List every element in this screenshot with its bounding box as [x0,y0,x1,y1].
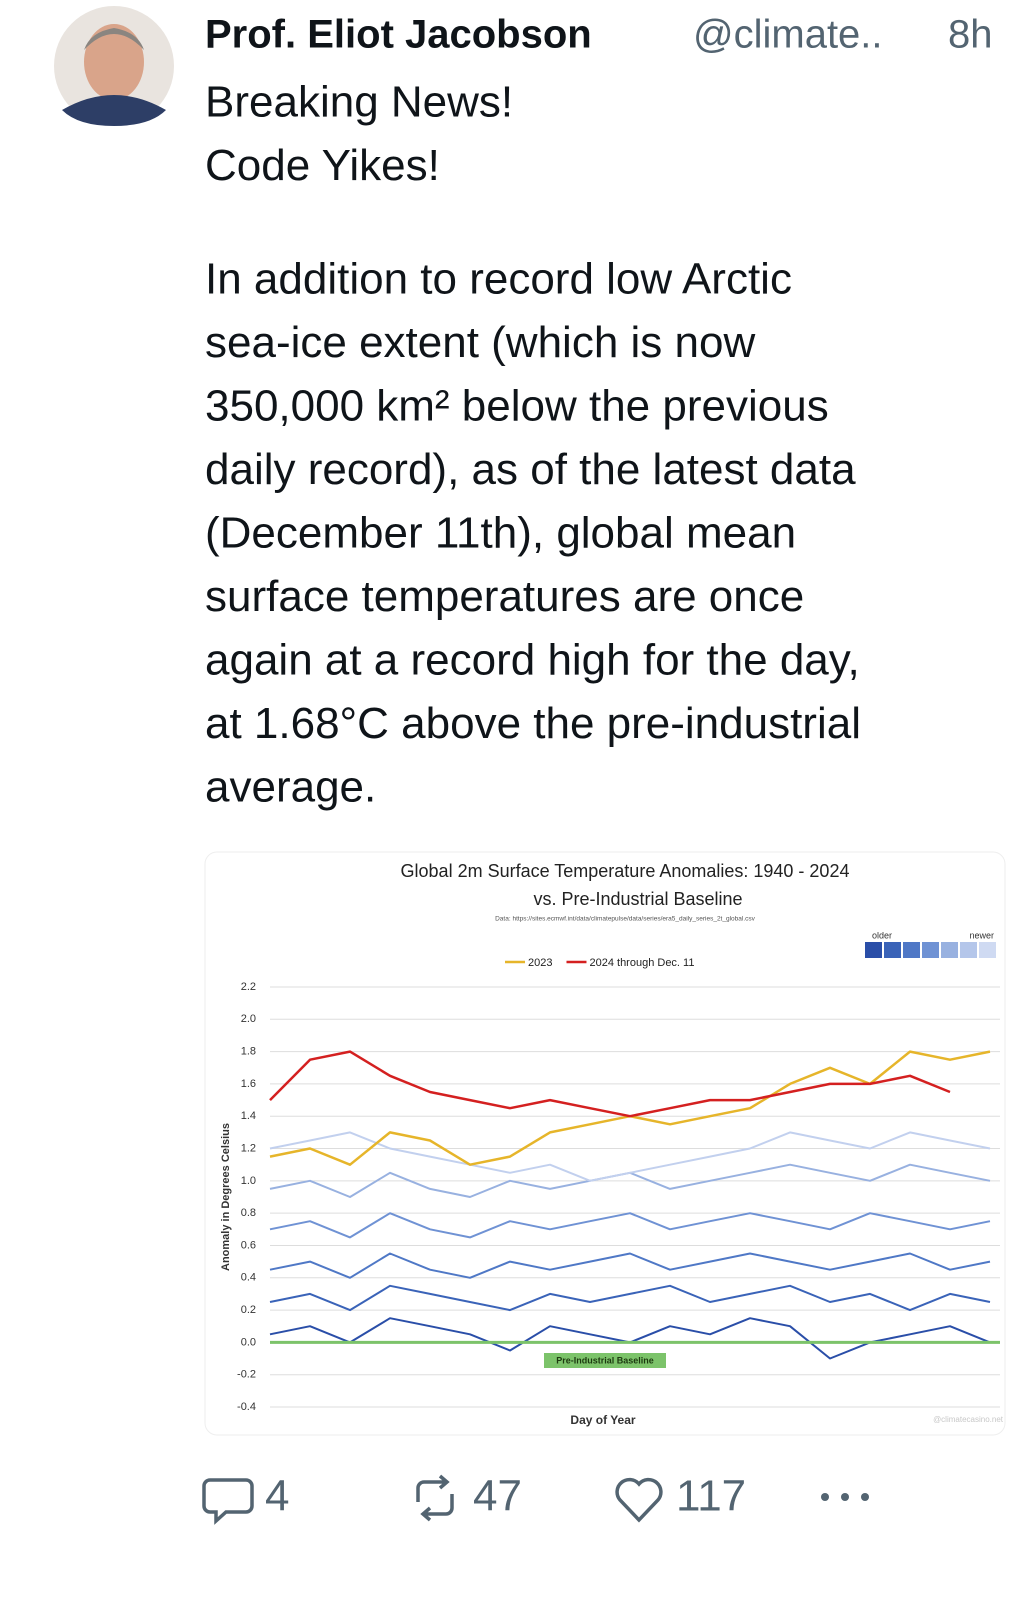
body-line: average. [205,763,376,812]
y-tick-label: -0.4 [237,1401,256,1413]
body-line: Breaking News! [205,78,513,127]
avatar[interactable] [54,6,174,126]
more-button[interactable] [821,1493,869,1501]
body-line: daily record), as of the latest data [205,445,856,494]
chart-source: Data: https://sites.ecmwf.int/data/clima… [495,916,756,923]
legend-label: 2024 through Dec. 11 [589,957,694,969]
body-line: Code Yikes! [205,141,440,190]
baseline-label-bg [544,1353,666,1368]
body-line: sea-ice extent (which is now [205,318,755,367]
y-tick-label: 1.0 [241,1175,256,1187]
body-line: at 1.68°C above the pre-industrial [205,699,861,748]
history-line [269,1284,991,1312]
scale-swatch [884,942,901,958]
scale-swatch [979,942,996,958]
reply-count: 4 [265,1472,289,1521]
scale-swatch [941,942,958,958]
x-axis-label: Day of Year [570,1413,635,1427]
author-name[interactable]: Prof. Eliot Jacobson [205,13,592,57]
y-tick-label: 2.0 [241,1013,256,1025]
body-line: 350,000 km² below the previous [205,382,829,431]
chart: Global 2m Surface Temperature Anomalies:… [220,861,1004,1427]
history-line [269,1252,991,1279]
y-tick-label: 0.4 [241,1272,256,1284]
handle[interactable]: @climate.. [693,13,883,57]
chart-title: Global 2m Surface Temperature Anomalies:… [401,861,850,881]
post-body: Breaking News! Code Yikes! In addition to … [205,78,861,812]
y-tick-label: 1.6 [241,1078,256,1090]
history-line [269,1131,991,1182]
y-tick-label: 2.2 [241,981,256,993]
series-line [269,1050,951,1118]
scale-swatch [865,942,882,958]
chart-subtitle: vs. Pre-Industrial Baseline [533,889,742,909]
y-tick-label: 0.2 [241,1304,256,1316]
y-tick-label: 1.2 [241,1142,256,1154]
scale-swatch [903,942,920,958]
scale-swatch [960,942,977,958]
history-line [269,1212,991,1239]
watermark: @climatecasino.net [933,1415,1004,1424]
baseline-label: Pre-Industrial Baseline [556,1355,654,1365]
legend-label: 2023 [528,957,552,969]
reply-button[interactable]: 4 [202,1472,289,1525]
y-tick-label: 0.6 [241,1239,256,1251]
y-axis-label: Anomaly in Degrees Celsius [220,1123,232,1271]
repost-button[interactable]: 47 [416,1472,522,1522]
y-tick-label: 0.8 [241,1207,256,1219]
scale-label: older [872,930,892,940]
scale-swatch [922,942,939,958]
y-tick-label: 1.8 [241,1046,256,1058]
y-tick-label: -0.2 [237,1369,256,1381]
like-count: 117 [676,1472,746,1521]
body-line: In addition to record low Arctic [205,255,792,304]
y-tick-label: 1.4 [241,1110,256,1122]
like-button[interactable]: 117 [615,1472,746,1523]
timestamp[interactable]: 8h [948,13,993,57]
body-line: again at a record high for the day, [205,636,860,685]
body-line: (December 11th), global mean [205,509,796,558]
scale-label: newer [969,930,994,940]
repost-count: 47 [473,1472,522,1521]
body-line: surface temperatures are once [205,572,804,621]
y-tick-label: 0.0 [241,1336,256,1348]
